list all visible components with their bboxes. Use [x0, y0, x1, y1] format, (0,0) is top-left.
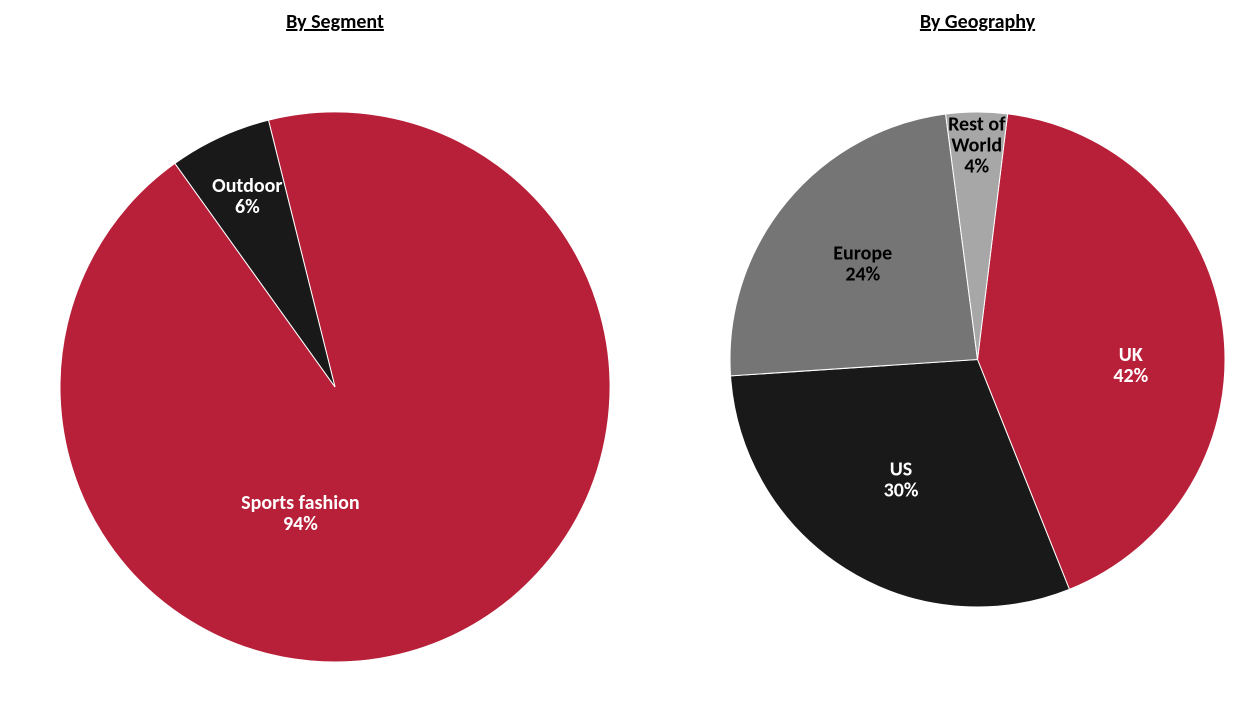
segment-chart-block: By Segment Sports fashion94%Outdoor6% — [0, 10, 670, 722]
segment-pie: Sports fashion94%Outdoor6% — [0, 52, 670, 722]
geography-pie: UK42%US30%Europe24%Rest ofWorld4% — [670, 52, 1241, 667]
geography-chart-title: By Geography — [920, 10, 1035, 34]
charts-container: By Segment Sports fashion94%Outdoor6% By… — [0, 0, 1241, 656]
geography-chart-block: By Geography UK42%US30%Europe24%Rest ofW… — [670, 10, 1241, 667]
segment-pie-wrap: Sports fashion94%Outdoor6% — [0, 52, 670, 722]
geography-pie-wrap: UK42%US30%Europe24%Rest ofWorld4% — [670, 52, 1241, 667]
segment-chart-title: By Segment — [286, 10, 384, 34]
